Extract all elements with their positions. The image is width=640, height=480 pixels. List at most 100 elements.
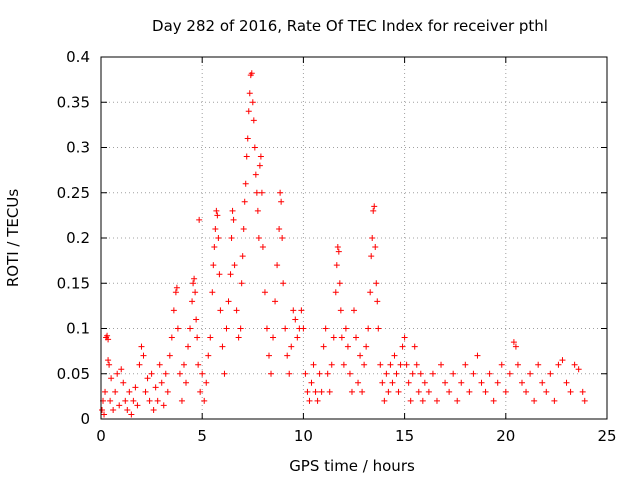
data-point xyxy=(178,397,185,404)
y-tick-label: 0.4 xyxy=(66,48,90,66)
data-point xyxy=(170,307,177,314)
data-point xyxy=(333,262,340,269)
data-point xyxy=(263,325,270,332)
data-point xyxy=(172,289,179,296)
data-point xyxy=(282,325,289,332)
data-point xyxy=(389,379,396,386)
data-point xyxy=(393,370,400,377)
data-point xyxy=(231,262,238,269)
data-point xyxy=(138,343,145,350)
data-point xyxy=(336,280,343,287)
data-point xyxy=(126,388,133,395)
data-point xyxy=(274,262,281,269)
data-point xyxy=(203,379,210,386)
data-point xyxy=(391,352,398,359)
y-tick-label: 0.15 xyxy=(57,274,90,292)
data-point xyxy=(112,388,119,395)
data-point xyxy=(342,325,349,332)
data-point xyxy=(372,244,379,251)
data-point xyxy=(415,388,422,395)
data-point xyxy=(124,406,131,413)
x-tick-label: 20 xyxy=(496,427,515,445)
data-point xyxy=(104,332,111,339)
data-point xyxy=(230,216,237,223)
data-point xyxy=(196,216,203,223)
data-point xyxy=(253,189,260,196)
data-point xyxy=(458,379,465,386)
data-point xyxy=(514,361,521,368)
data-point xyxy=(326,388,333,395)
x-tick-label: 15 xyxy=(395,427,414,445)
data-point xyxy=(385,388,392,395)
data-point xyxy=(371,203,378,210)
data-point xyxy=(555,361,562,368)
data-point xyxy=(237,325,244,332)
data-point xyxy=(187,325,194,332)
data-point xyxy=(512,343,519,350)
data-point xyxy=(383,370,390,377)
data-point xyxy=(197,388,204,395)
data-point xyxy=(535,361,542,368)
data-point xyxy=(106,361,113,368)
data-point xyxy=(272,298,279,305)
data-point xyxy=(192,289,199,296)
data-point xyxy=(294,334,301,341)
data-point xyxy=(419,397,426,404)
data-point xyxy=(470,370,477,377)
data-point xyxy=(531,397,538,404)
data-point xyxy=(567,388,574,395)
data-point xyxy=(235,334,242,341)
data-point xyxy=(308,379,315,386)
data-point xyxy=(148,370,155,377)
data-point xyxy=(523,388,530,395)
data-point xyxy=(365,325,372,332)
data-point xyxy=(351,307,357,314)
data-point xyxy=(142,388,149,395)
data-point xyxy=(110,406,117,413)
data-point xyxy=(258,189,265,196)
data-point xyxy=(277,189,284,196)
data-point xyxy=(478,379,485,386)
data-point xyxy=(251,144,258,151)
data-point xyxy=(191,275,198,282)
data-point xyxy=(411,343,418,350)
data-point xyxy=(134,402,141,409)
data-point xyxy=(381,397,388,404)
data-point xyxy=(401,334,408,341)
data-point xyxy=(506,370,513,377)
data-point xyxy=(359,388,366,395)
data-point xyxy=(207,334,214,341)
data-point xyxy=(518,379,525,386)
data-point xyxy=(361,361,368,368)
data-point xyxy=(229,207,236,214)
data-point xyxy=(300,325,307,332)
data-point xyxy=(120,379,127,386)
x-axis-label: GPS time / hours xyxy=(289,457,415,475)
data-point xyxy=(242,180,249,187)
data-point xyxy=(571,361,578,368)
data-point xyxy=(374,298,381,305)
data-point xyxy=(212,225,219,232)
y-tick-label: 0.1 xyxy=(66,320,90,338)
data-point xyxy=(355,379,362,386)
data-point xyxy=(551,397,558,404)
data-point xyxy=(176,370,183,377)
y-tick-labels: 0 0.05 0.1 0.15 0.2 0.25 0.3 0.35 0.4 xyxy=(57,48,90,428)
data-point xyxy=(539,379,546,386)
data-point xyxy=(527,370,534,377)
data-point xyxy=(211,244,218,251)
x-tick-label: 0 xyxy=(96,427,106,445)
data-point xyxy=(490,397,497,404)
data-point xyxy=(279,235,286,241)
data-point xyxy=(318,388,325,395)
data-point xyxy=(105,357,112,364)
data-point xyxy=(290,307,297,314)
data-point xyxy=(377,361,384,368)
y-tick-label: 0.2 xyxy=(66,229,90,247)
data-point xyxy=(338,334,345,341)
data-point xyxy=(215,235,222,241)
data-point xyxy=(454,397,461,404)
data-point xyxy=(154,397,161,404)
data-point xyxy=(328,361,335,368)
data-point xyxy=(221,370,228,377)
